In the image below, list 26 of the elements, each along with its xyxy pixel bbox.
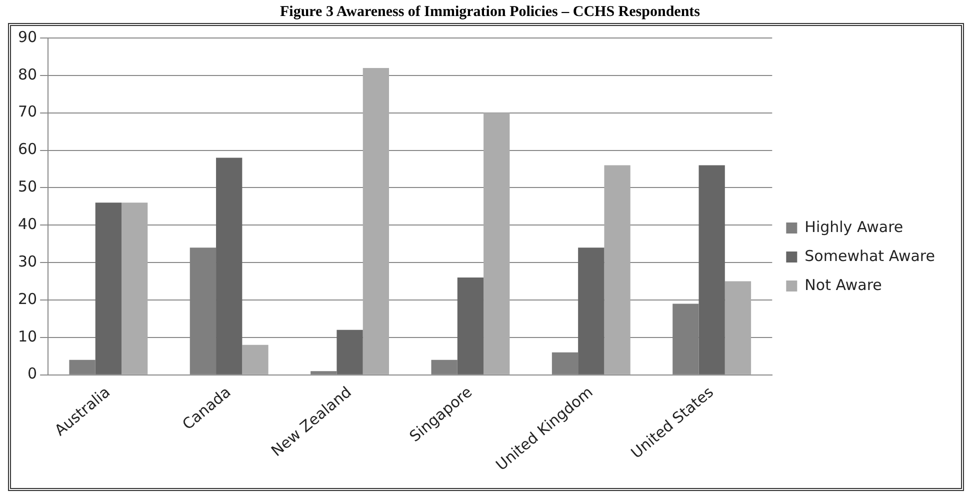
legend-label: Highly Aware <box>804 218 904 236</box>
y-tick-label: 10 <box>18 327 38 346</box>
bar <box>242 344 268 374</box>
bar <box>724 281 752 374</box>
y-tick-label: 30 <box>18 252 38 270</box>
y-tick-label: 60 <box>18 140 38 158</box>
legend-label: Not Aware <box>804 276 882 294</box>
bar <box>122 202 148 374</box>
bar <box>578 248 604 374</box>
y-tick-label: 50 <box>18 178 38 196</box>
bar <box>362 68 390 374</box>
y-tick-label: 90 <box>18 28 38 46</box>
y-tick-label: 70 <box>18 102 38 121</box>
y-tick-label: 20 <box>18 290 38 308</box>
bar <box>95 202 122 374</box>
y-tick-label: 0 <box>28 364 38 383</box>
bar <box>698 165 725 374</box>
bar <box>336 330 363 374</box>
legend-label: Somewhat Aware <box>804 246 936 265</box>
bar <box>484 112 510 374</box>
y-tick-label: 40 <box>18 215 38 234</box>
y-tick-label: 80 <box>18 65 38 84</box>
bar <box>604 165 630 374</box>
bar <box>457 278 484 374</box>
chart-title: Figure 3 Awareness of Immigration Policies – CCHS Respondents <box>279 4 701 21</box>
bar <box>216 158 242 374</box>
